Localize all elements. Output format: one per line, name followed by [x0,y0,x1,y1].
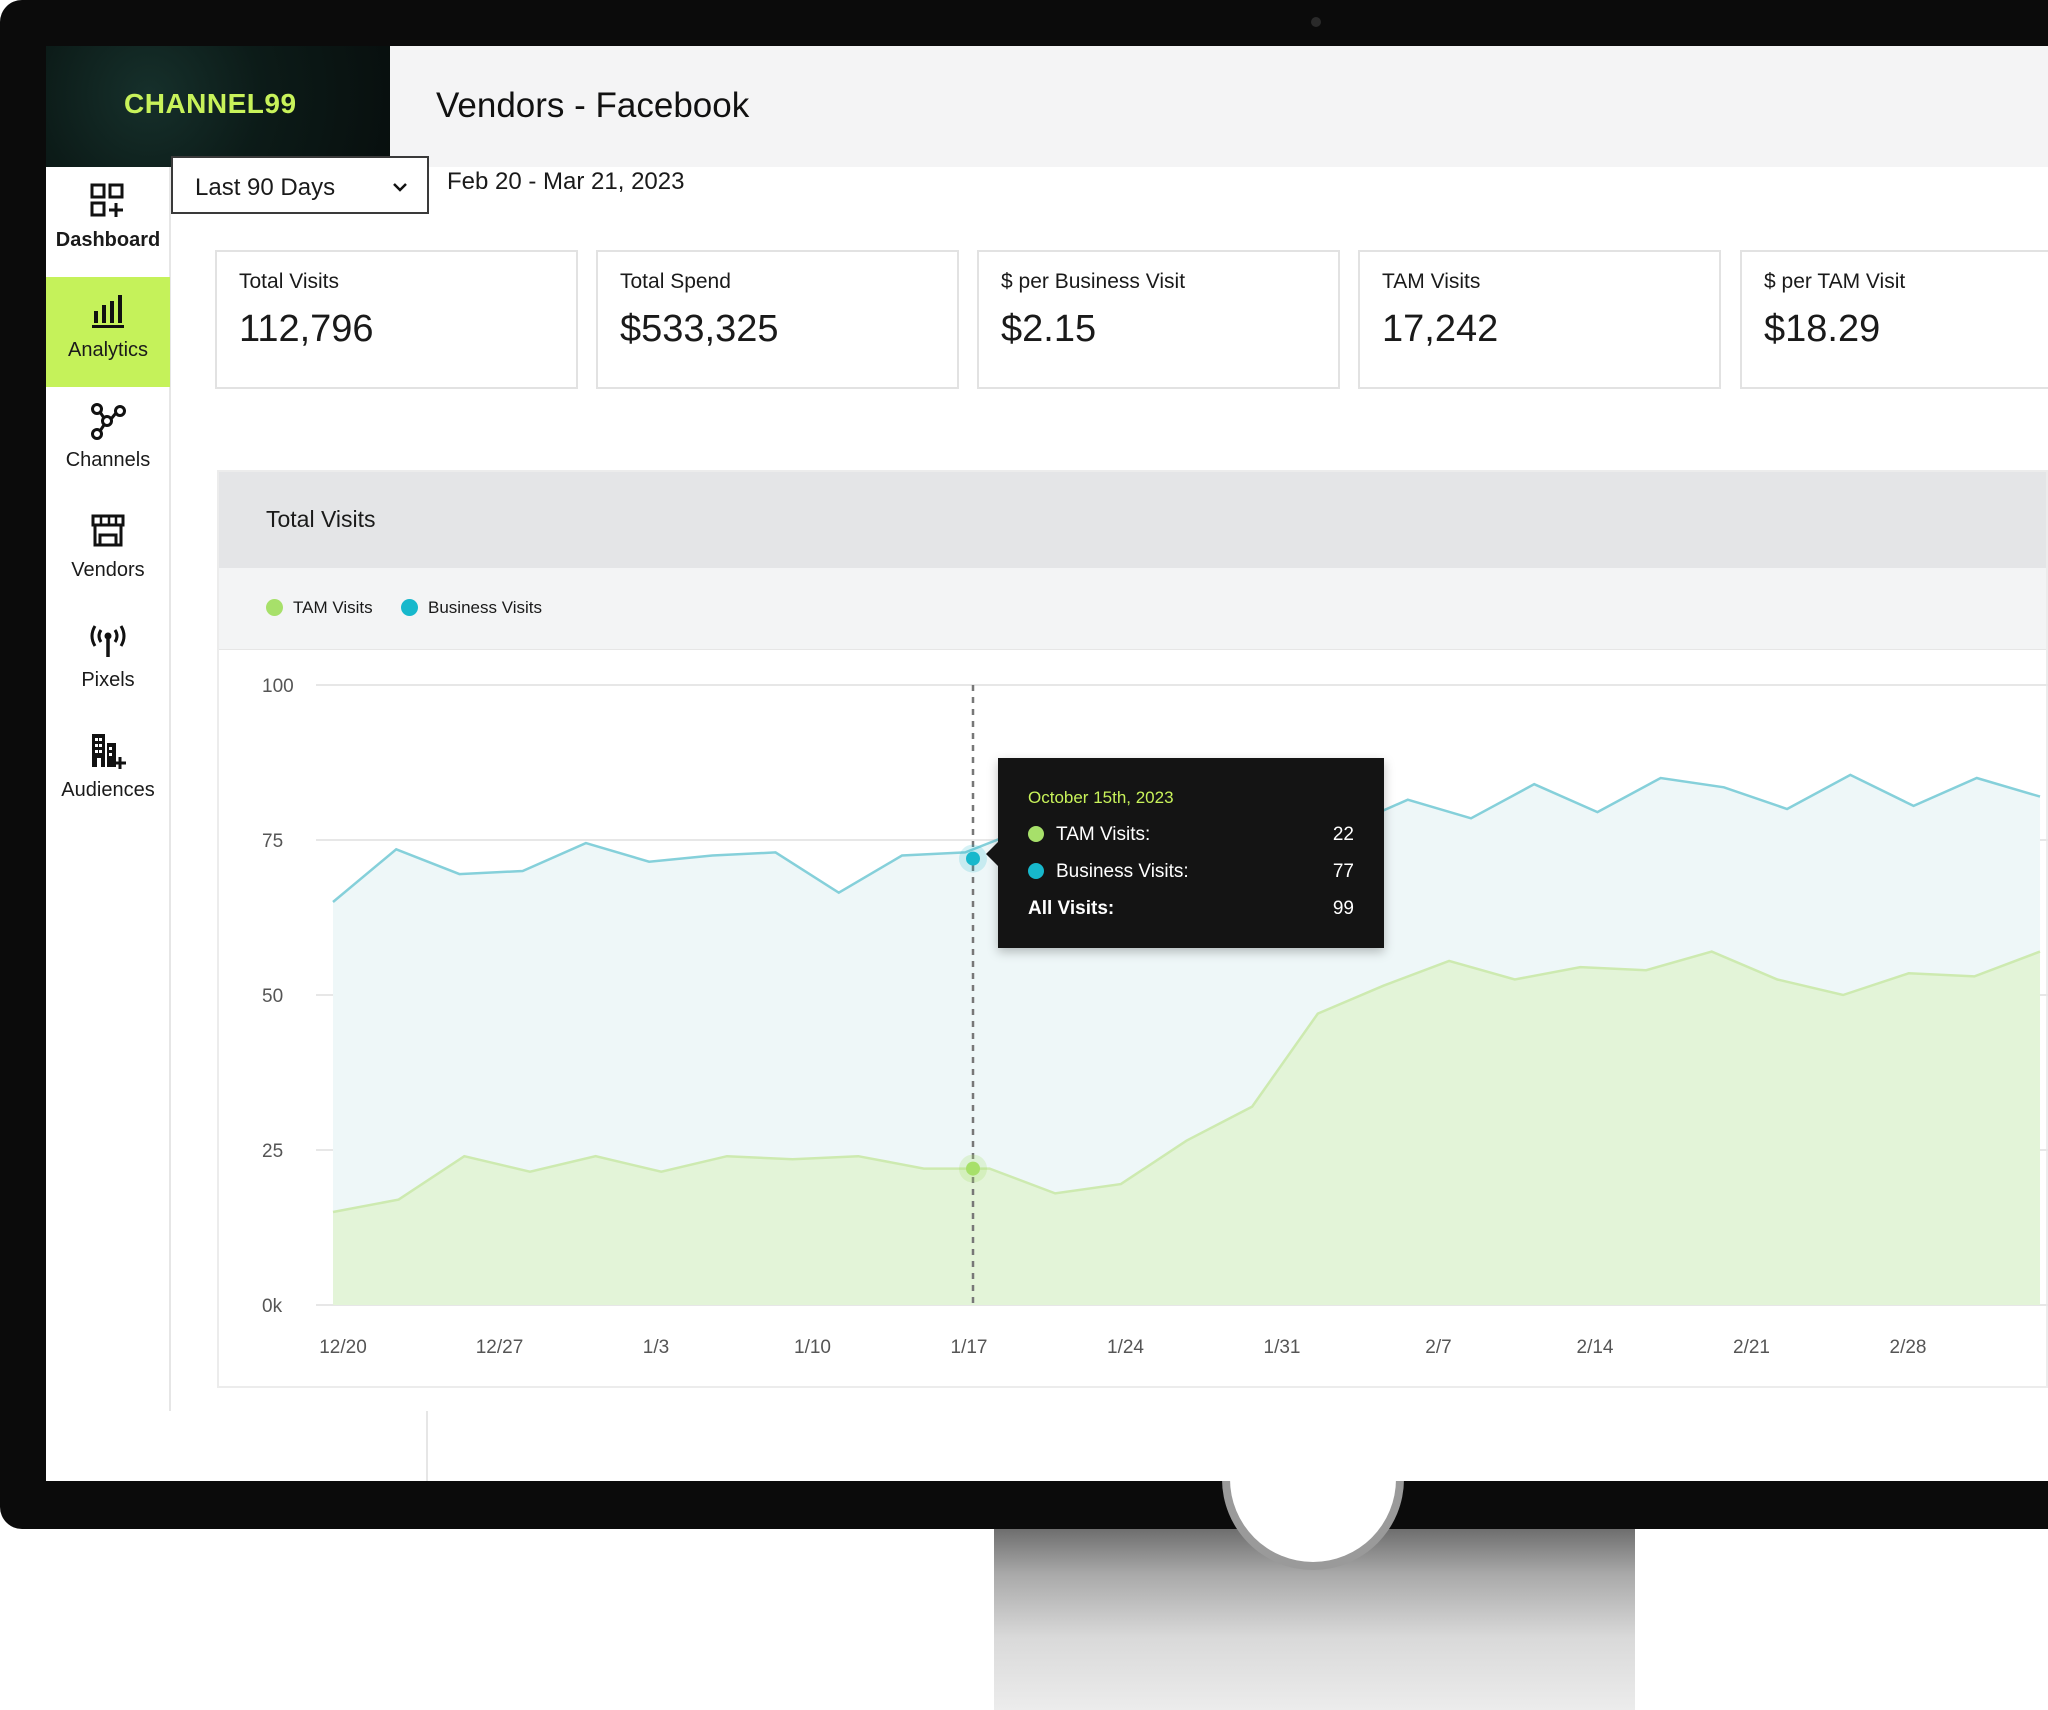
kpi-value: $2.15 [1001,308,1097,350]
y-tick-label: 75 [262,831,283,852]
sidebar-item-vendors[interactable]: Vendors [46,497,170,607]
hover-point-tam [966,1161,980,1176]
kpi-label: TAM Visits [1382,270,1481,293]
kpi-value: $533,325 [620,308,779,350]
tooltip-value: 22 [1332,824,1354,845]
sidebar-item-label: Dashboard [55,229,161,251]
kpi-label: $ per TAM Visit [1764,270,1906,293]
x-tick-label: 1/10 [794,1337,831,1358]
sidebar-item-analytics[interactable]: Analytics [46,277,170,387]
chevron-down-icon [393,183,407,192]
kpi-card-total-spend: Total Spend $533,325 [596,250,959,389]
webcam-dot [1311,17,1321,27]
x-tick-label: 2/21 [1733,1337,1770,1358]
chart-legend: TAM Visits Business Visits [219,568,2046,650]
page-header: Vendors - Facebook [390,46,2048,167]
line-tam-visits [332,950,2041,1214]
area-tam-visits [333,951,2040,1305]
x-tick-label: 1/24 [1107,1337,1144,1358]
kpi-value: $18.29 [1764,308,1881,350]
kpi-label: Total Spend [620,270,731,293]
x-tick-label: 1/17 [951,1337,988,1358]
legend-item-business-visits[interactable]: Business Visits [401,598,542,618]
x-tick-label: 12/27 [476,1337,524,1358]
bar-chart-icon [92,295,124,328]
kpi-card-total-visits: Total Visits 112,796 [215,250,578,389]
broadcast-antenna-icon [90,625,126,657]
tooltip-label: All Visits: [1028,898,1115,919]
kpi-value: 112,796 [239,308,374,350]
y-tick-label: 50 [262,986,283,1007]
tooltip-value: 77 [1332,861,1354,882]
sidebar-item-audiences[interactable]: Audiences [46,717,170,827]
legend-dot [401,599,418,616]
tooltip-label: TAM Visits: [1056,824,1151,845]
x-tick-label: 12/20 [319,1337,367,1358]
nodes-icon [91,403,126,440]
dashboard-grid-icon [90,183,124,217]
building-plus-icon [92,734,126,769]
storefront-icon [91,514,125,547]
page-title: Vendors - Facebook [436,86,750,125]
chart-title: Total Visits [266,506,376,532]
tooltip-date: October 15th, 2023 [1028,788,1174,807]
tooltip-row-all: All Visits: 99 [1028,898,1354,920]
sidebar-item-channels[interactable]: Channels [46,387,170,497]
tooltip-dot [1028,826,1044,842]
legend-item-tam-visits[interactable]: TAM Visits [266,598,373,618]
date-range-text: Feb 20 - Mar 21, 2023 [447,168,685,195]
sidebar-item-label: Pixels [81,669,135,691]
y-tick-label: 0k [262,1296,283,1317]
tooltip-dot [1028,863,1044,879]
chart-tooltip: October 15th, 2023 TAM Visits: 22 Busine… [986,758,1384,948]
sidebar-item-pixels[interactable]: Pixels [46,607,170,717]
tooltip-row-tam: TAM Visits: 22 [1028,824,1354,846]
kpi-value: 17,242 [1382,308,1499,350]
sidebar: Dashboard Analytics Channels [46,167,171,1411]
tooltip-row-business: Business Visits: 77 [1028,861,1354,883]
tooltip-value: 99 [1332,898,1354,919]
hover-point-business [966,851,980,866]
sidebar-item-dashboard[interactable]: Dashboard [46,167,170,277]
sidebar-item-label: Channels [65,449,151,471]
legend-label: TAM Visits [293,598,373,617]
logo[interactable]: CHANNEL99 [46,46,390,167]
total-visits-chart[interactable]: 100 75 50 25 0k 12/20 12/27 1/3 1/10 1/17 1/24 1/31… [0,0,2048,1420]
y-tick-label: 100 [262,676,294,697]
x-tick-label: 2/7 [1425,1337,1451,1358]
sidebar-item-label: Vendors [71,559,145,581]
tooltip-label: Business Visits: [1056,861,1189,882]
x-tick-label: 2/14 [1577,1337,1614,1358]
legend-label: Business Visits [428,598,543,617]
sidebar-item-label: Analytics [67,339,149,361]
x-tick-label: 1/31 [1264,1337,1301,1358]
kpi-card-cost-per-business-visit: $ per Business Visit $2.15 [977,250,1340,389]
x-tick-label: 1/3 [643,1337,669,1358]
date-range-select-value: Last 90 Days [195,174,336,201]
sidebar-item-label: Audiences [61,779,155,801]
chart-header: Total Visits [219,472,2046,568]
kpi-card-cost-per-tam-visit: $ per TAM Visit $18.29 [1740,250,2048,389]
logo-text: CHANNEL99 [124,88,297,119]
kpi-label: Total Visits [239,270,339,293]
x-tick-label: 2/28 [1890,1337,1927,1358]
kpi-card-tam-visits: TAM Visits 17,242 [1358,250,1721,389]
divider [426,1411,428,1481]
legend-dot [266,599,283,616]
y-tick-label: 25 [262,1141,283,1162]
date-range-select[interactable]: Last 90 Days [171,156,429,214]
tooltip-arrow [986,842,998,866]
kpi-label: $ per Business Visit [1001,270,1186,293]
